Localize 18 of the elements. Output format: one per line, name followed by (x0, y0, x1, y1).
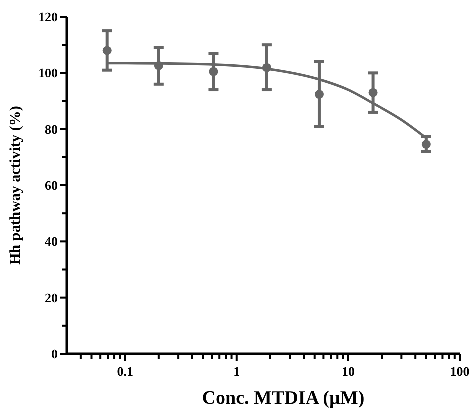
point (368, 88, 378, 98)
y-tick-label: 0 (52, 346, 58, 362)
x-axis-title: Conc. MTDIA (µM) (202, 388, 365, 409)
y-axis-title: Hh pathway activity (%) (8, 106, 24, 265)
y-tick-label: 100 (38, 66, 58, 81)
y-tick-label: 20 (45, 290, 58, 306)
point (422, 140, 431, 149)
y-tick-label: 40 (45, 234, 58, 250)
y-tick-label: 60 (45, 178, 58, 193)
x-tick-label: 100 (450, 364, 470, 379)
x-tick-label: 1 (234, 364, 240, 379)
x-tick-label: 0.1 (117, 364, 134, 379)
point (102, 46, 112, 56)
point (209, 67, 218, 76)
x-tick-label: 10 (342, 364, 355, 379)
point (314, 90, 324, 100)
y-tick-label: 80 (45, 122, 58, 137)
y-tick-label: 120 (38, 10, 58, 24)
